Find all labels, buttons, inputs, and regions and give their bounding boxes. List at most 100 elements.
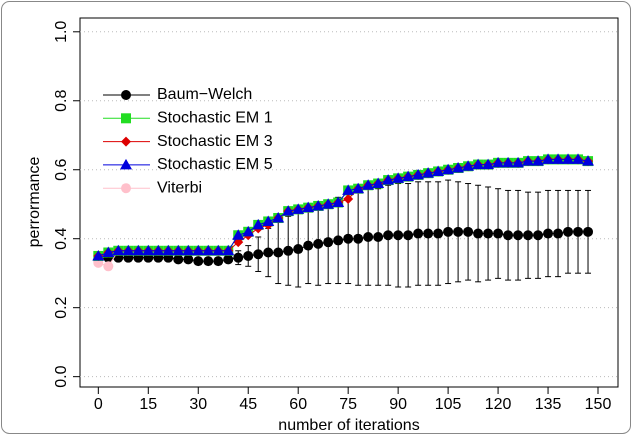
y-tick-label: 0.8: [53, 90, 70, 112]
marker: [273, 247, 284, 258]
x-tick-label: 105: [435, 396, 462, 413]
marker: [412, 168, 425, 180]
marker: [373, 231, 384, 242]
marker: [433, 228, 444, 239]
marker: [503, 230, 514, 241]
marker: [192, 244, 205, 256]
marker: [182, 244, 195, 256]
marker: [583, 226, 594, 237]
marker: [402, 170, 415, 182]
series-line: [98, 158, 589, 257]
marker: [372, 177, 385, 189]
series-line: [98, 158, 589, 257]
marker: [263, 247, 274, 258]
x-tick-label: 45: [239, 396, 257, 413]
marker: [312, 199, 325, 211]
marker: [452, 162, 465, 173]
marker: [343, 194, 354, 205]
marker: [283, 245, 294, 256]
marker: [293, 244, 304, 255]
marker: [333, 235, 344, 246]
legend-entry: Stochastic EM 3: [103, 133, 273, 150]
marker: [533, 230, 544, 241]
marker: [513, 230, 524, 241]
marker: [343, 233, 354, 244]
x-axis-title: number of iterations: [278, 417, 419, 434]
marker: [472, 158, 485, 170]
marker: [120, 158, 132, 170]
marker: [302, 201, 315, 213]
marker: [172, 244, 185, 256]
marker: [292, 203, 305, 214]
marker: [102, 246, 115, 258]
marker: [393, 230, 404, 241]
marker: [212, 244, 225, 256]
marker: [121, 90, 131, 100]
marker: [423, 228, 434, 239]
x-tick-label: 60: [289, 396, 307, 413]
legend-entry: Stochastic EM 5: [103, 156, 273, 173]
marker: [242, 225, 255, 237]
marker: [492, 156, 505, 168]
marker: [233, 252, 244, 263]
marker: [112, 244, 125, 256]
marker: [303, 240, 314, 251]
legend-label: Stochastic EM 1: [157, 110, 273, 127]
marker: [442, 163, 455, 175]
marker: [323, 237, 334, 248]
marker: [121, 136, 131, 147]
marker: [353, 233, 364, 244]
marker: [121, 113, 131, 124]
y-tick-label: 0.6: [53, 159, 70, 181]
y-axis-title: perrormance: [26, 157, 43, 248]
x-tick-label: 30: [189, 396, 207, 413]
marker: [383, 230, 394, 241]
marker: [363, 231, 374, 242]
x-tick-label: 0: [94, 396, 103, 413]
marker: [523, 230, 534, 241]
x-tick-label: 15: [139, 396, 157, 413]
marker: [542, 153, 555, 164]
x-tick-label: 90: [389, 396, 407, 413]
legend-entry: Stochastic EM 1: [103, 110, 273, 127]
marker: [462, 160, 475, 171]
marker: [543, 228, 554, 239]
marker: [473, 228, 484, 239]
marker: [322, 198, 335, 209]
legend-label: Viterbi: [157, 179, 202, 196]
marker: [553, 228, 564, 239]
marker: [552, 153, 565, 164]
series: [92, 153, 595, 261]
marker: [223, 254, 234, 265]
marker: [243, 250, 254, 261]
marker: [392, 172, 405, 183]
marker: [573, 226, 584, 237]
marker: [232, 229, 245, 240]
marker: [352, 182, 365, 194]
marker: [202, 244, 215, 256]
marker: [422, 167, 435, 178]
y-tick-label: 0.4: [53, 227, 70, 249]
series: [93, 179, 594, 288]
legend-label: Stochastic EM 5: [157, 156, 273, 173]
marker: [522, 155, 535, 166]
marker: [512, 156, 525, 168]
marker: [282, 205, 295, 216]
y-tick-label: 0.0: [53, 365, 70, 387]
marker: [222, 244, 235, 256]
x-tick-label: 150: [585, 396, 612, 413]
legend-entry: Viterbi: [103, 179, 202, 196]
y-tick-label: 0.2: [53, 296, 70, 318]
marker: [252, 218, 265, 230]
marker: [122, 244, 135, 256]
marker: [403, 230, 414, 241]
x-tick-label: 75: [339, 396, 357, 413]
marker: [502, 156, 515, 168]
marker: [443, 226, 454, 237]
marker: [213, 256, 224, 267]
marker: [152, 244, 165, 256]
marker: [162, 244, 175, 256]
marker: [582, 155, 595, 166]
